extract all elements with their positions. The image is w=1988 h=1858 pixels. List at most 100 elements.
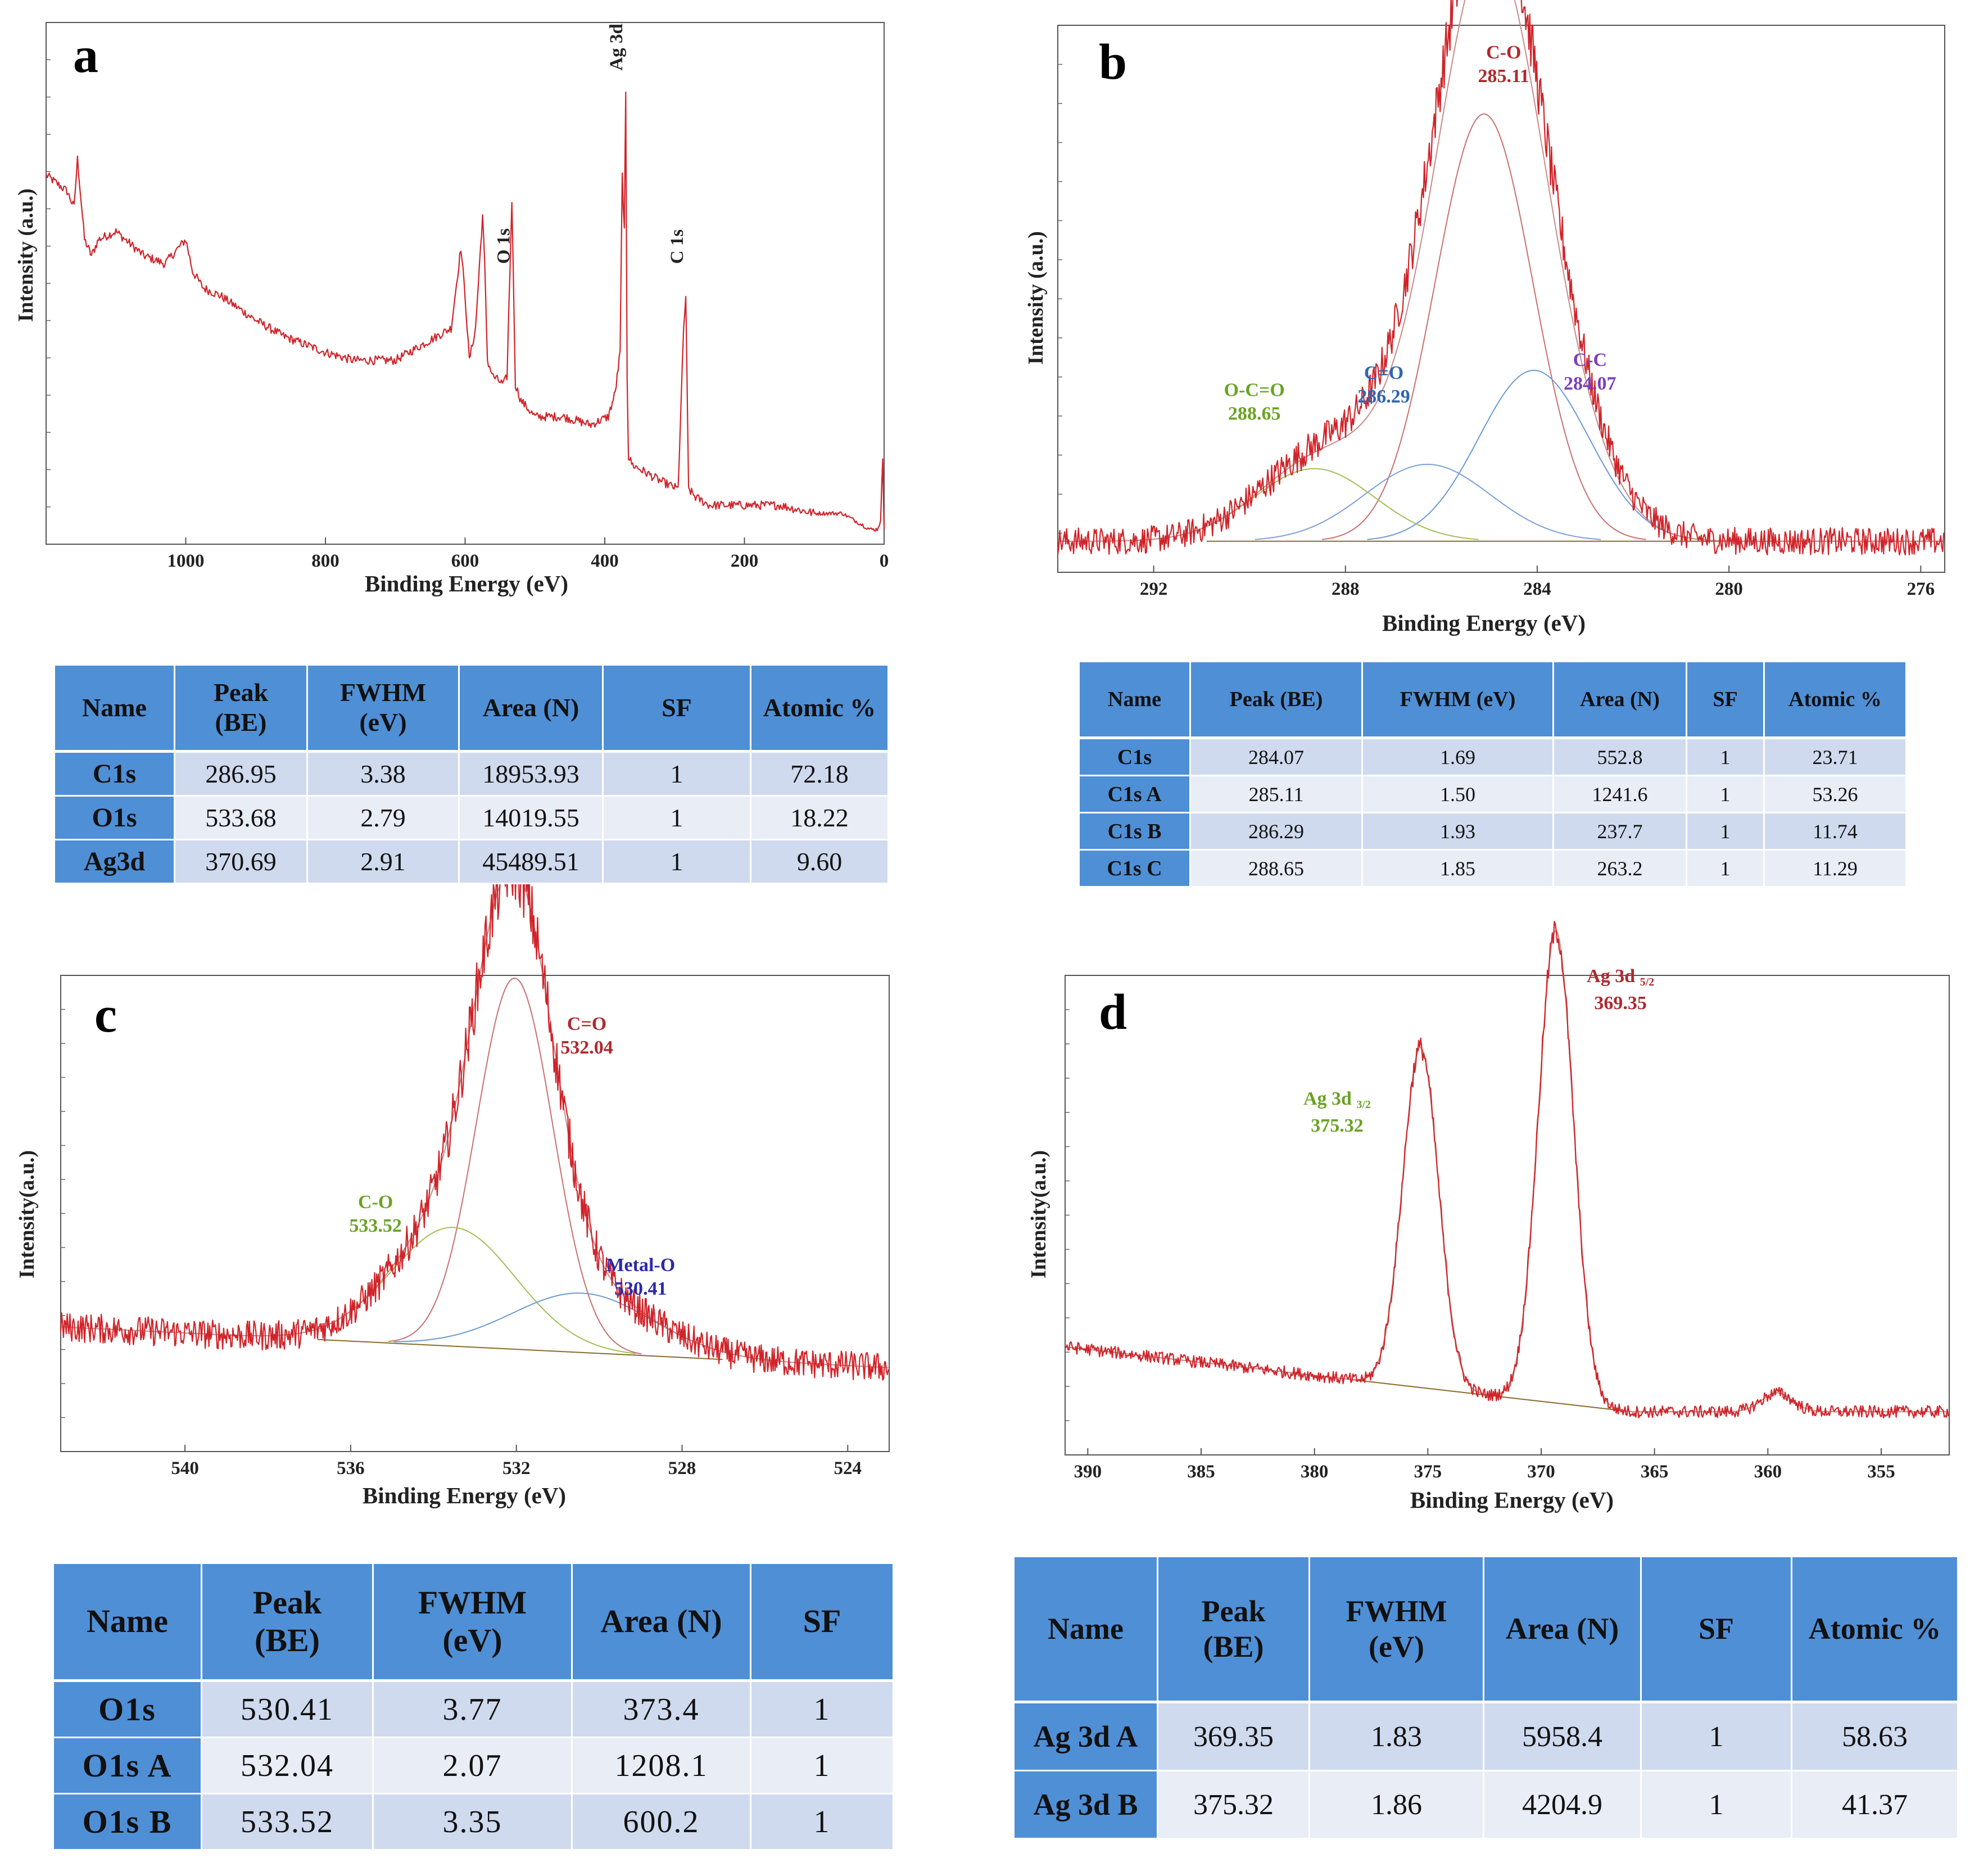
table-b: Name Peak (BE) FWHM (eV) Area (N) SF Atomic %… [1080, 662, 1907, 888]
table-row: C1s A 285.11 1.50 1241.6 1 53.26 [1080, 776, 1907, 813]
row-name-cell: O1s [55, 797, 175, 840]
value-cell: 533.68 [175, 797, 308, 840]
panel-letter: c [94, 987, 117, 1043]
value-cell: 263.2 [1554, 851, 1687, 888]
value-cell: 1.93 [1363, 813, 1554, 851]
value-cell: 3.38 [308, 753, 460, 797]
value-cell: 18953.93 [460, 753, 604, 797]
value-cell: 2.91 [308, 840, 460, 884]
header-cell: Peak (BE) [175, 666, 308, 753]
fit-component [1364, 1047, 1478, 1393]
x-tick-label: 524 [834, 1458, 862, 1479]
value-cell: 45489.51 [460, 840, 604, 884]
value-cell: 1 [751, 1682, 894, 1738]
value-cell: 4204.9 [1484, 1771, 1642, 1839]
value-cell: 533.52 [202, 1794, 374, 1851]
panel-letter: d [1099, 984, 1127, 1040]
row-name-cell: C1s [55, 753, 175, 797]
value-cell: 1 [1687, 739, 1765, 776]
measured-spectrum [1065, 921, 1949, 1419]
value-cell: 1 [604, 797, 751, 840]
header-cell: SF [604, 666, 751, 753]
x-tick-label: 292 [1140, 579, 1168, 599]
x-axis-label: Binding Energy (eV) [1410, 1487, 1614, 1513]
value-cell: 285.11 [1191, 776, 1363, 813]
row-name-cell: C1s [1080, 739, 1191, 776]
value-cell: 41.37 [1792, 1771, 1959, 1839]
value-cell: 11.74 [1765, 813, 1907, 851]
header-cell: Area (N) [1554, 662, 1687, 739]
header-cell: SF [1642, 1557, 1792, 1703]
peak-annotation: O-C=O 288.65 [1224, 379, 1285, 424]
fit-envelope [60, 866, 889, 1368]
x-tick-label: 375 [1414, 1462, 1442, 1482]
row-name-cell: O1s [54, 1682, 202, 1738]
value-cell: 375.32 [1158, 1771, 1310, 1839]
fit-envelope [1065, 930, 1949, 1413]
x-tick-label: 600 [451, 551, 479, 571]
measured-spectrum [1057, 0, 1945, 556]
value-cell: 1 [751, 1738, 894, 1794]
x-axis-label: Binding Energy (eV) [1382, 610, 1586, 636]
header-cell: FWHM (eV) [374, 1564, 573, 1682]
row-name-cell: O1s B [54, 1794, 202, 1851]
fit-component [388, 977, 642, 1355]
peak-label: O 1s [494, 228, 514, 264]
value-cell: 373.4 [573, 1682, 751, 1738]
table-row: O1s A 532.04 2.07 1208.1 1 [54, 1738, 894, 1794]
panel-d: d 390 385 380 375 370 365 360 355 Binding Energy … [1027, 921, 1950, 1513]
fit-component [1367, 369, 1701, 540]
panel-a: a 1000 800 600 400 200 0 Binding Energy (eV) Int… [14, 22, 889, 596]
peak-label: Ag 3d [606, 24, 627, 70]
plot-frame [60, 975, 890, 1452]
value-cell: 2.07 [374, 1738, 573, 1794]
row-name-cell: C1s C [1080, 851, 1191, 888]
x-tick-label: 528 [668, 1458, 696, 1479]
header-cell: FWHM (eV) [1363, 662, 1554, 739]
value-cell: 369.35 [1158, 1703, 1310, 1771]
header-cell: Area (N) [573, 1564, 751, 1682]
value-cell: 1 [1642, 1703, 1792, 1771]
peak-annotation: C=O 286.29 [1357, 363, 1410, 407]
table-a: Name Peak (BE) FWHM (eV) Area (N) SF Atomic % C1… [55, 666, 889, 884]
x-tick-label: 1000 [167, 551, 205, 571]
peak-annotation: C-O 533.52 [349, 1192, 402, 1236]
table-row: O1s 530.41 3.77 373.4 1 [54, 1682, 894, 1738]
header-cell: Name [1015, 1557, 1158, 1703]
y-axis-label: Intensity (a.u.) [14, 188, 38, 322]
panel-b: b 292 288 284 280 276 Binding Energy (eV) Inten… [1024, 0, 1945, 636]
value-cell: 1208.1 [573, 1738, 751, 1794]
header-cell: Peak (BE) [202, 1564, 374, 1682]
value-cell: 1.50 [1363, 776, 1554, 813]
header-cell: Peak (BE) [1191, 662, 1363, 739]
x-tick-label: 355 [1867, 1462, 1895, 1482]
value-cell: 600.2 [573, 1794, 751, 1851]
header-cell: SF [751, 1564, 894, 1682]
x-tick-label: 0 [880, 551, 889, 571]
header-cell: Name [54, 1564, 202, 1682]
peak-annotation: Ag 3d 5/2 369.35 [1587, 966, 1654, 1014]
baseline [317, 1339, 723, 1360]
x-tick-label: 284 [1523, 579, 1551, 599]
table-row: C1s C 288.65 1.85 263.2 1 11.29 [1080, 851, 1907, 888]
table-row: C1s B 286.29 1.93 237.7 1 11.74 [1080, 813, 1907, 851]
fit-component [1321, 113, 1646, 540]
row-name-cell: Ag 3d B [1015, 1771, 1158, 1839]
table-row: C1s 286.95 3.38 18953.93 1 72.18 [55, 753, 889, 797]
x-tick-label: 540 [171, 1458, 199, 1479]
x-tick-label: 532 [502, 1458, 531, 1479]
peak-annotation: Ag 3d 3/2 375.32 [1303, 1088, 1371, 1136]
value-cell: 5958.4 [1484, 1703, 1642, 1771]
x-tick-label: 390 [1074, 1462, 1102, 1482]
value-cell: 1.86 [1310, 1771, 1484, 1839]
x-tick-label: 385 [1187, 1462, 1215, 1482]
peak-label: C 1s [667, 229, 687, 264]
table-row: O1s 533.68 2.79 14019.55 1 18.22 [55, 797, 889, 840]
value-cell: 2.79 [308, 797, 460, 840]
value-cell: 1 [751, 1794, 894, 1851]
peak-annotation: C-C 284.07 [1564, 350, 1616, 394]
panel-c: c 540 536 532 528 524 Binding Energy (eV) Inten… [15, 837, 890, 1508]
panel-letter: b [1099, 34, 1127, 90]
x-tick-label: 280 [1715, 579, 1743, 599]
plot-frame [1057, 25, 1945, 573]
